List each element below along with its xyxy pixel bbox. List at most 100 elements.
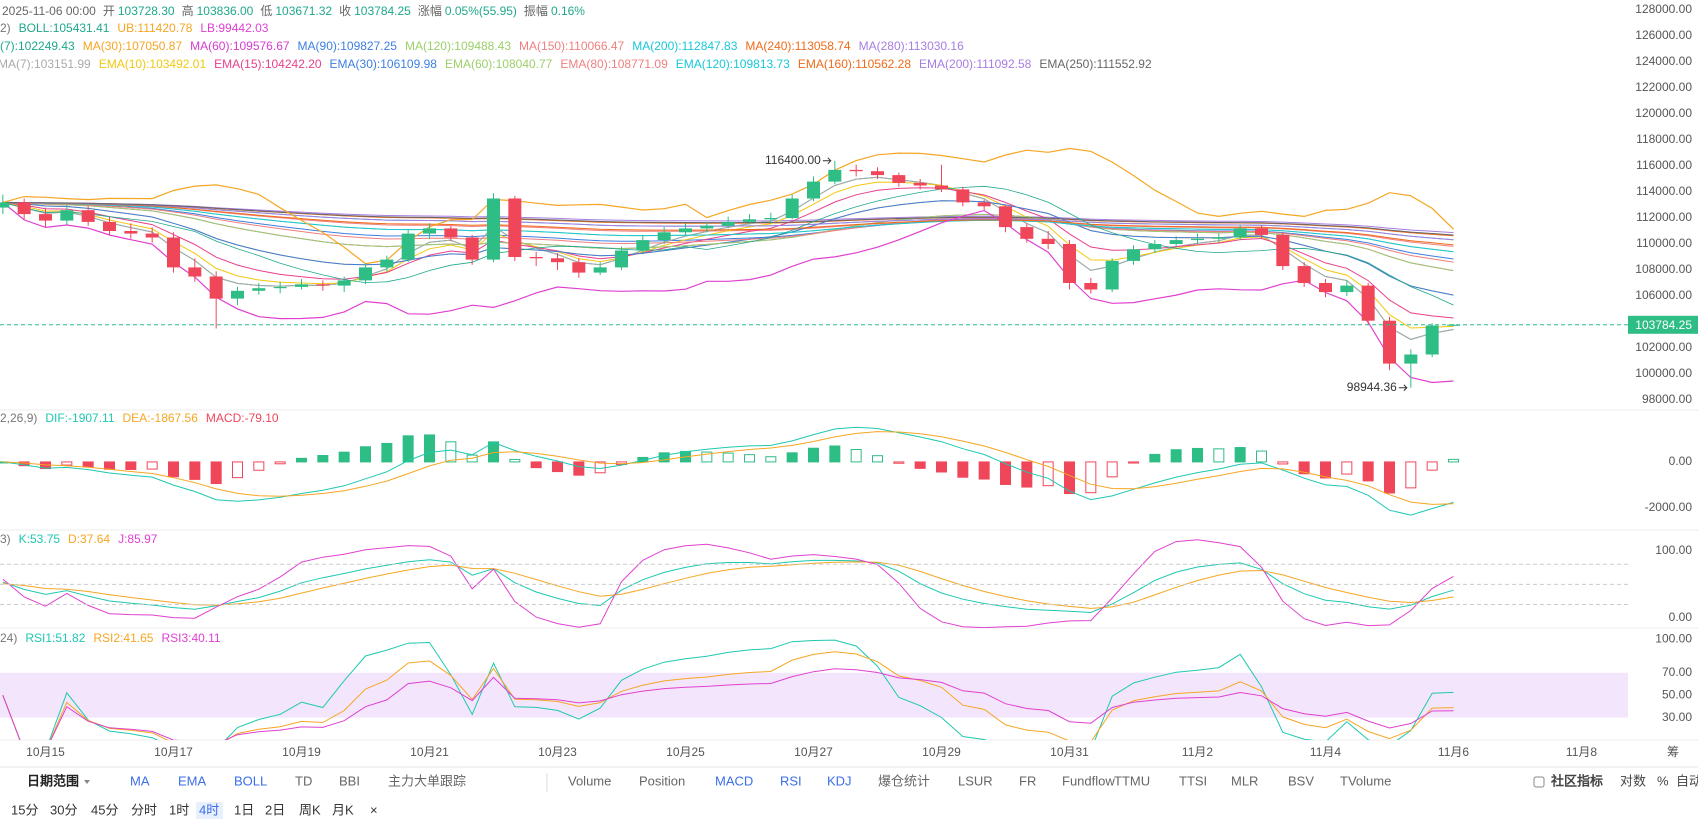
interval-active-bg xyxy=(196,802,223,819)
candle-body xyxy=(252,288,266,291)
legend-item: EMA(160):110562.28 xyxy=(797,57,912,71)
macd-bar xyxy=(189,461,201,480)
y-tick-label: 100000.00 xyxy=(1635,366,1692,380)
candle-body xyxy=(423,228,436,234)
candle-body xyxy=(1212,237,1226,239)
date-range-button[interactable]: 日期范围 xyxy=(27,773,79,788)
candle-body xyxy=(1255,228,1268,235)
macd-bar xyxy=(253,461,265,471)
macd-bar xyxy=(146,461,158,470)
macd-bar xyxy=(402,435,414,463)
interval-button[interactable]: 2日 xyxy=(265,802,285,817)
indicator-button[interactable]: TTMU xyxy=(1114,773,1150,788)
macd-bar xyxy=(957,461,969,478)
indicator-button[interactable]: Fundflow xyxy=(1062,773,1115,788)
candle-body xyxy=(849,169,863,172)
y-tick-label: 124000.00 xyxy=(1635,54,1692,68)
macd-bar xyxy=(1213,448,1225,463)
indicator-button[interactable]: TVolume xyxy=(1340,773,1391,788)
candle-body xyxy=(1063,243,1076,283)
indicator-button[interactable]: Volume xyxy=(568,773,611,788)
y-tick-label: 100.00 xyxy=(1655,631,1692,645)
field-label: 开 xyxy=(102,4,115,18)
field-label: 涨幅 xyxy=(417,4,442,18)
interval-button[interactable]: 月K xyxy=(332,802,354,817)
legend-row: 24) RSI1:51.82 RSI2:41.65 RSI3:40.11 xyxy=(0,630,221,646)
last-price-label: 103784.25 xyxy=(1635,318,1692,332)
indicator-button[interactable]: Position xyxy=(639,773,685,788)
indicator-button[interactable]: MLR xyxy=(1231,773,1258,788)
toolbar-option[interactable]: % xyxy=(1657,773,1669,788)
candle-body xyxy=(956,189,970,203)
candle-body xyxy=(807,181,820,199)
candle-body xyxy=(209,276,223,299)
macd-bar xyxy=(808,447,819,463)
legend-item: MA(280):113030.16 xyxy=(858,39,964,53)
toolbar-option[interactable]: 对数 xyxy=(1620,773,1646,788)
indicator-button[interactable]: BOLL xyxy=(234,773,267,788)
indicator-button[interactable]: MA xyxy=(130,773,150,788)
legend-item: EMA(80):108771.09 xyxy=(560,57,668,71)
legend-item: LB:99442.03 xyxy=(200,21,269,35)
average-line xyxy=(2,201,1454,246)
macd-bar xyxy=(1042,461,1054,487)
candle-body xyxy=(1297,266,1311,283)
candle-body xyxy=(1425,325,1439,355)
legend-item: EMA(60):108040.77 xyxy=(444,57,553,71)
indicator-button[interactable]: 主力大单跟踪 xyxy=(388,773,466,788)
interval-button[interactable]: 30分 xyxy=(50,802,77,817)
candle-body xyxy=(1383,320,1396,364)
field-value: 103728.30 xyxy=(117,4,175,18)
legend-item: EMA(10):103492.01 xyxy=(98,57,207,71)
toolbar-option[interactable]: 自动 xyxy=(1676,773,1698,788)
indicator-button[interactable]: TD xyxy=(295,773,312,788)
legend-item: RSI2:41.65 xyxy=(93,631,154,645)
interval-button[interactable]: 1时 xyxy=(169,802,189,817)
indicator-button[interactable]: LSUR xyxy=(958,773,993,788)
toolbar-option[interactable]: 社区指标 xyxy=(1550,773,1603,788)
candle-body xyxy=(444,228,458,238)
header-field: 涨幅 0.05%(55.95) xyxy=(418,3,517,19)
indicator-button[interactable]: EMA xyxy=(178,773,207,788)
pane xyxy=(2,539,1454,628)
header-field: 高 103836.00 xyxy=(182,3,254,19)
interval-button[interactable]: 45分 xyxy=(91,802,118,817)
indicator-button[interactable]: MACD xyxy=(715,773,753,788)
candle-body xyxy=(551,258,564,263)
candle-body xyxy=(1169,240,1183,244)
average-line xyxy=(2,181,1454,329)
interval-button[interactable]: 1日 xyxy=(234,802,254,817)
legend-row: MA(7):103151.99 EMA(10):103492.01 EMA(15):… xyxy=(0,56,1152,72)
indicator-button[interactable]: FR xyxy=(1019,773,1036,788)
legend-item: EMA(120):109813.73 xyxy=(675,57,790,71)
indicator-button[interactable]: RSI xyxy=(780,773,802,788)
legend-item: MA(240):113058.74 xyxy=(745,39,851,53)
indicator-button[interactable]: TTSI xyxy=(1179,773,1207,788)
interval-button[interactable]: 周K xyxy=(299,802,321,817)
boll-mid xyxy=(2,185,1454,306)
legend-item: MACD:-79.10 xyxy=(205,411,279,425)
candle-body xyxy=(977,202,991,207)
indicator-button[interactable]: BBI xyxy=(339,773,360,788)
y-tick-label: 122000.00 xyxy=(1635,80,1692,94)
macd-bar xyxy=(1405,461,1417,489)
candle-body xyxy=(1148,243,1162,250)
indicator-button[interactable]: 爆仓统计 xyxy=(878,773,930,788)
annotation: 116400.00 xyxy=(765,153,821,167)
macd-bar xyxy=(744,454,755,463)
interval-button[interactable]: 分时 xyxy=(131,802,157,817)
x-tick-label: 10月31 xyxy=(1050,745,1089,759)
candle-body xyxy=(0,202,10,208)
candle-body xyxy=(529,256,543,259)
legend-item: D:37.64 xyxy=(68,532,111,546)
close-button[interactable]: × xyxy=(370,802,378,817)
interval-button[interactable]: 4时 xyxy=(199,802,219,817)
interval-button[interactable]: 15分 xyxy=(11,802,38,817)
field-label: 收 xyxy=(339,4,352,18)
indicator-button[interactable]: KDJ xyxy=(827,773,852,788)
legend-item: 2,26,9) xyxy=(0,411,38,425)
indicator-button[interactable]: BSV xyxy=(1288,773,1314,788)
candle-body xyxy=(337,280,351,286)
candle-body xyxy=(380,259,394,268)
